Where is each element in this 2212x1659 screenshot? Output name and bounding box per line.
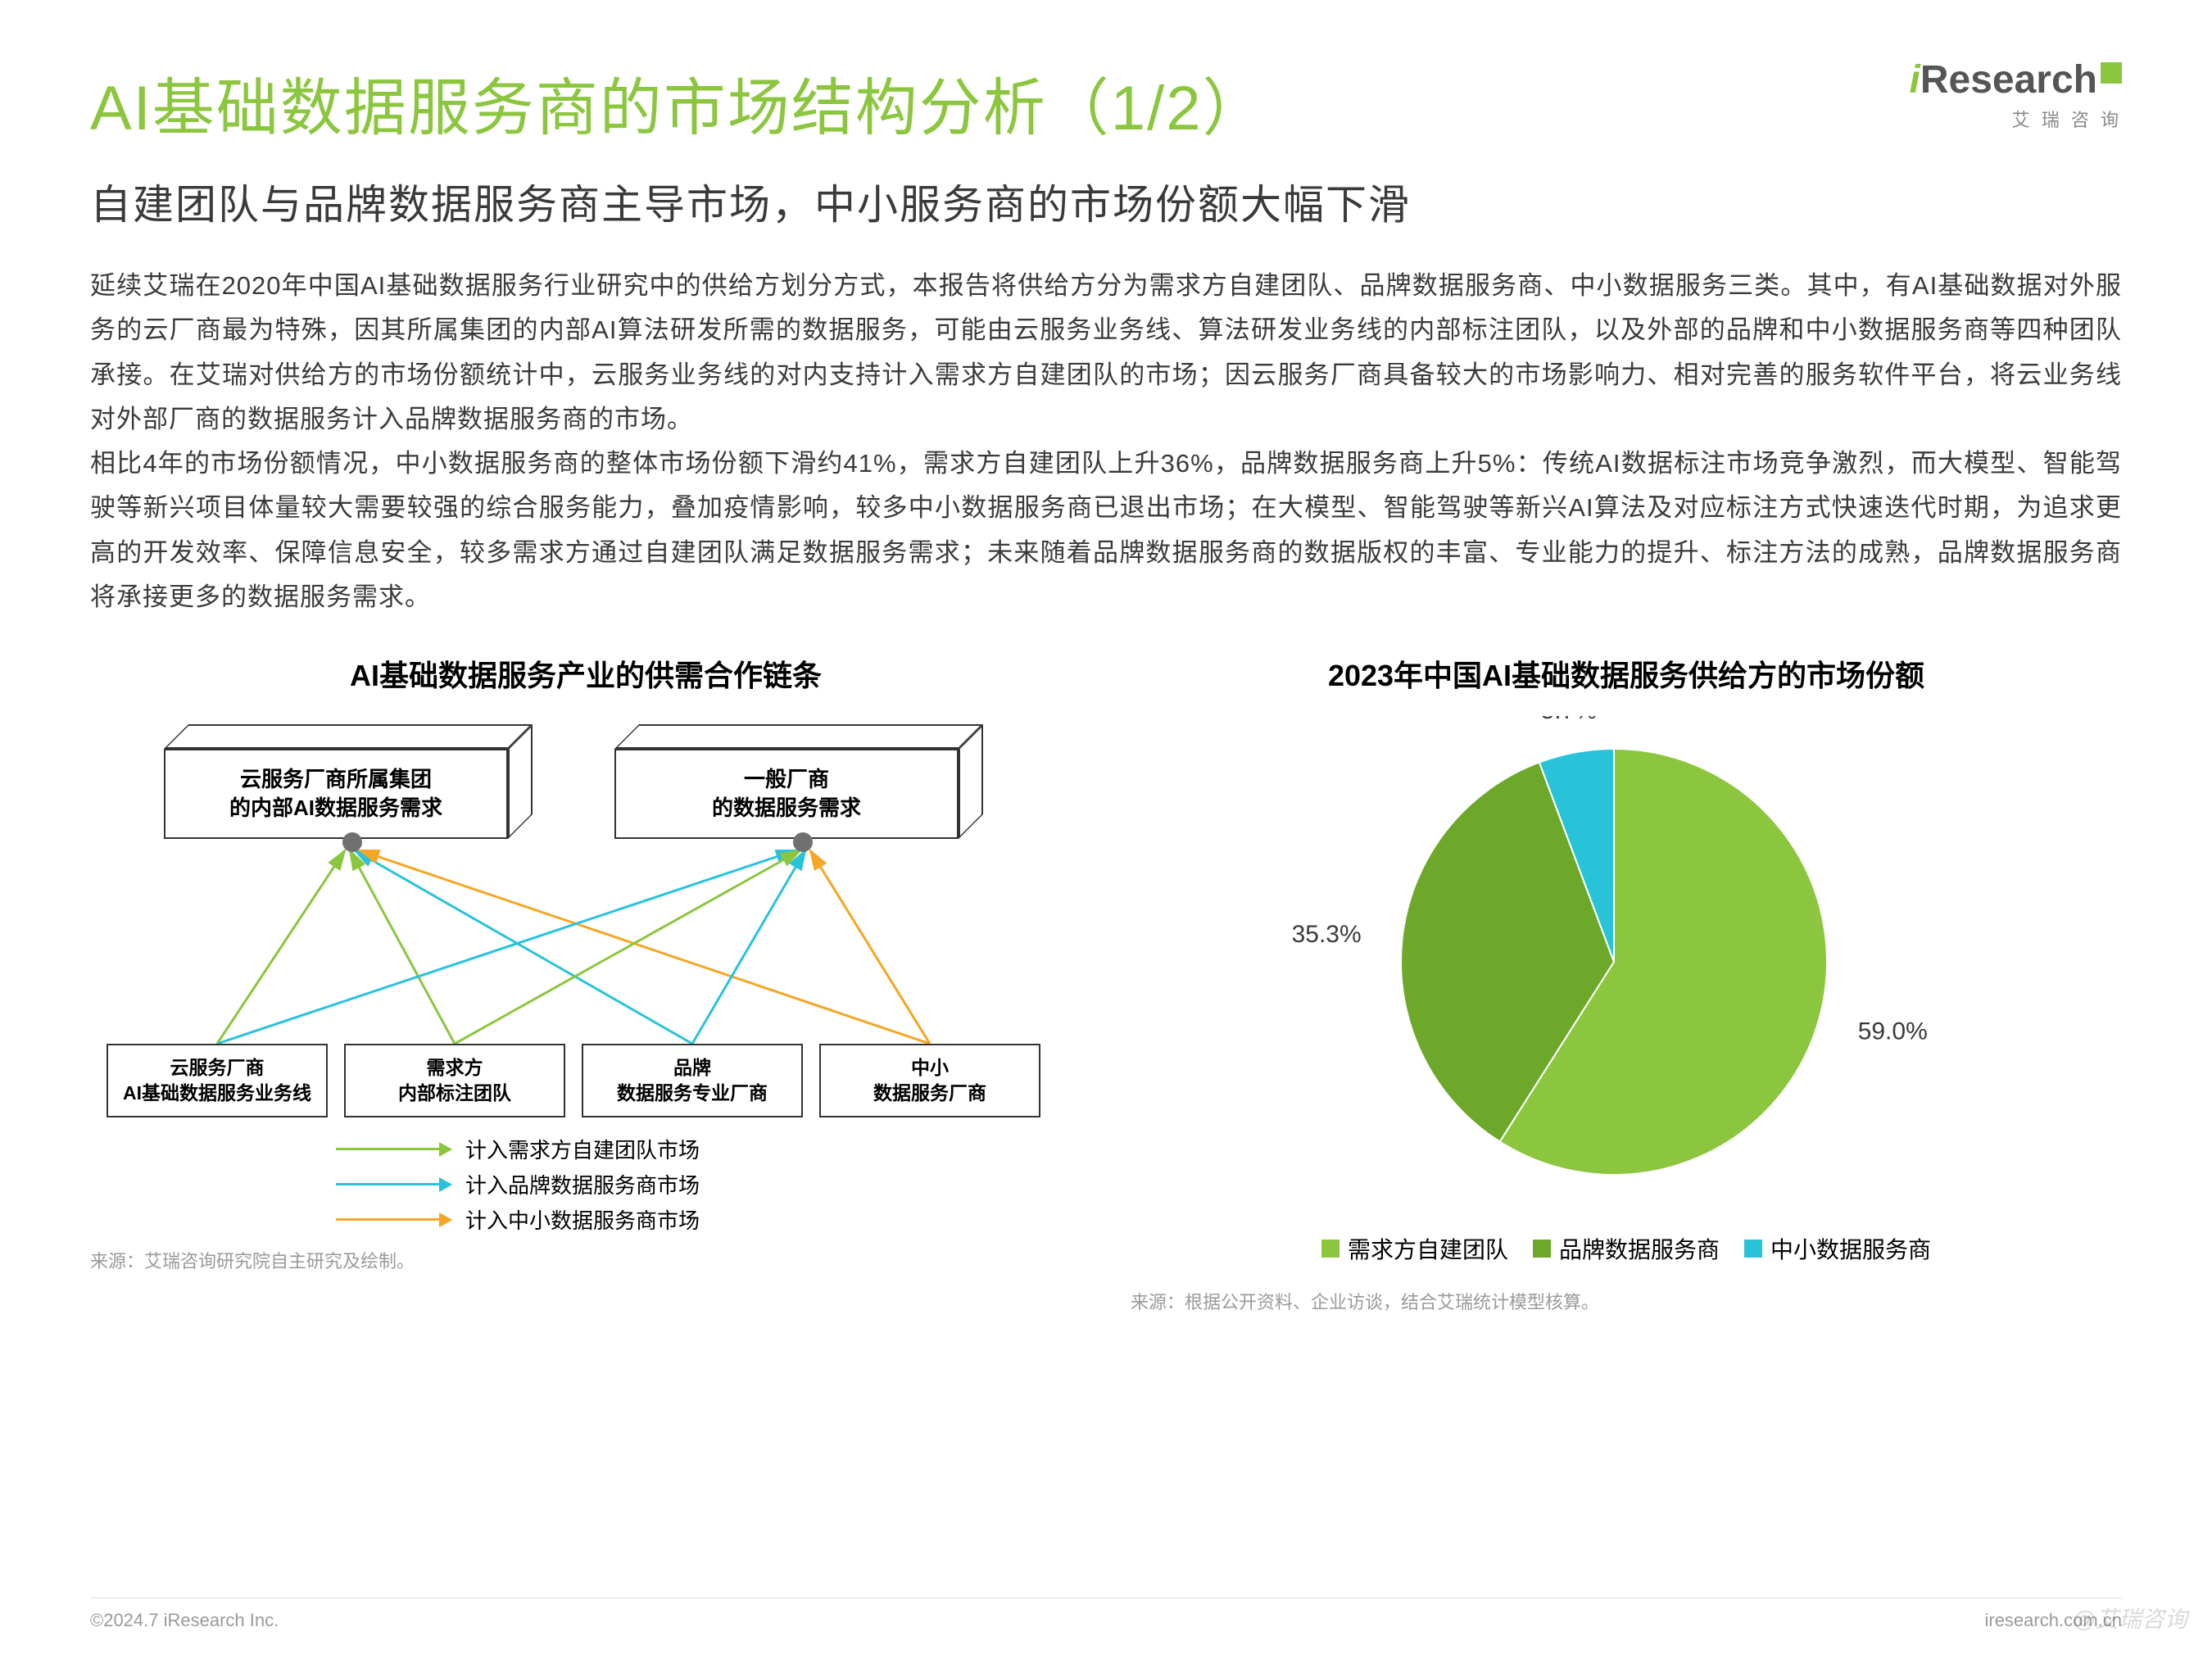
supplier-box: 云服务厂商AI基础数据服务业务线 bbox=[107, 1044, 328, 1117]
legend-swatch-icon bbox=[1533, 1240, 1551, 1258]
legend-item: 需求方自建团队 bbox=[1321, 1232, 1508, 1265]
legend-label: 计入需求方自建团队市场 bbox=[465, 1134, 700, 1164]
pie-source: 来源：根据公开资料、企业访谈，结合艾瑞统计模型核算。 bbox=[1131, 1288, 2122, 1314]
flow-source: 来源：艾瑞咨询研究院自主研究及绘制。 bbox=[90, 1247, 1081, 1273]
charts-row: AI基础数据服务产业的供需合作链条 云服务厂商所属集团的内部AI数据服务需求 一… bbox=[90, 652, 2122, 1314]
page-title: AI基础数据服务商的市场结构分析（1/2） bbox=[90, 57, 2122, 147]
slide-page: { "header": { "title": "AI基础数据服务商的市场结构分析… bbox=[0, 0, 2212, 1659]
legend-swatch-icon bbox=[1744, 1240, 1762, 1258]
brand-logo: iResearch 艾 瑞 咨 询 bbox=[1910, 57, 2122, 132]
svg-text:5.7%: 5.7% bbox=[1541, 716, 1597, 724]
header: AI基础数据服务商的市场结构分析（1/2） iResearch 艾 瑞 咨 询 bbox=[90, 57, 2122, 147]
flow-diagram: 云服务厂商所属集团的内部AI数据服务需求 一般厂商的数据服务需求 云服务厂商AI… bbox=[90, 716, 1057, 1224]
watermark: @艾瑞咨询 bbox=[2073, 1602, 2187, 1634]
legend-label: 品牌数据服务商 bbox=[1559, 1232, 1720, 1265]
arrow-icon bbox=[336, 1148, 451, 1150]
node-dot-icon bbox=[342, 832, 362, 852]
supplier-box: 需求方内部标注团队 bbox=[344, 1044, 565, 1117]
logo-subtitle: 艾 瑞 咨 询 bbox=[1910, 106, 2122, 132]
legend-label: 需求方自建团队 bbox=[1348, 1232, 1508, 1265]
svg-text:35.3%: 35.3% bbox=[1292, 921, 1362, 948]
flow-title: AI基础数据服务产业的供需合作链条 bbox=[90, 652, 1081, 695]
footer-left: ©2024.7 iResearch Inc. bbox=[90, 1610, 279, 1631]
supplier-box: 中小数据服务厂商 bbox=[819, 1044, 1040, 1117]
pie-chart: 59.0% 35.3% 5.7% bbox=[1131, 716, 2097, 1224]
legend-item: 品牌数据服务商 bbox=[1533, 1232, 1720, 1265]
arrow-icon bbox=[336, 1183, 451, 1185]
pie-title: 2023年中国AI基础数据服务供给方的市场份额 bbox=[1131, 652, 2122, 695]
arrow-icon bbox=[336, 1218, 451, 1221]
pie-chart-col: 2023年中国AI基础数据服务供给方的市场份额 59.0% 35.3% 5.7% 需… bbox=[1131, 652, 2122, 1314]
legend-item: 中小数据服务商 bbox=[1744, 1232, 1931, 1265]
legend-label: 中小数据服务商 bbox=[1770, 1232, 1931, 1265]
svg-text:59.0%: 59.0% bbox=[1858, 1018, 1928, 1045]
subtitle: 自建团队与品牌数据服务商主导市场，中小服务商的市场份额大幅下滑 bbox=[90, 172, 2122, 231]
logo-box-icon bbox=[2101, 62, 2122, 84]
legend-label: 计入品牌数据服务商市场 bbox=[465, 1169, 700, 1199]
supplier-box: 品牌数据服务专业厂商 bbox=[582, 1044, 803, 1117]
flow-diagram-col: AI基础数据服务产业的供需合作链条 云服务厂商所属集团的内部AI数据服务需求 一… bbox=[90, 652, 1081, 1314]
footer: ©2024.7 iResearch Inc. iresearch.com.cn bbox=[90, 1598, 2122, 1631]
pie-legend: 需求方自建团队 品牌数据服务商 中小数据服务商 bbox=[1131, 1232, 2122, 1265]
flow-legend: 计入需求方自建团队市场计入品牌数据服务商市场计入中小数据服务商市场 bbox=[336, 1134, 700, 1240]
node-dot-icon bbox=[793, 832, 813, 852]
legend-label: 计入中小数据服务商市场 bbox=[465, 1204, 700, 1235]
pie-svg: 59.0% 35.3% 5.7% bbox=[1131, 716, 2097, 1208]
body-paragraph: 延续艾瑞在2020年中国AI基础数据服务行业研究中的供给方划分方式，本报告将供给… bbox=[90, 264, 2122, 619]
legend-swatch-icon bbox=[1321, 1240, 1339, 1258]
